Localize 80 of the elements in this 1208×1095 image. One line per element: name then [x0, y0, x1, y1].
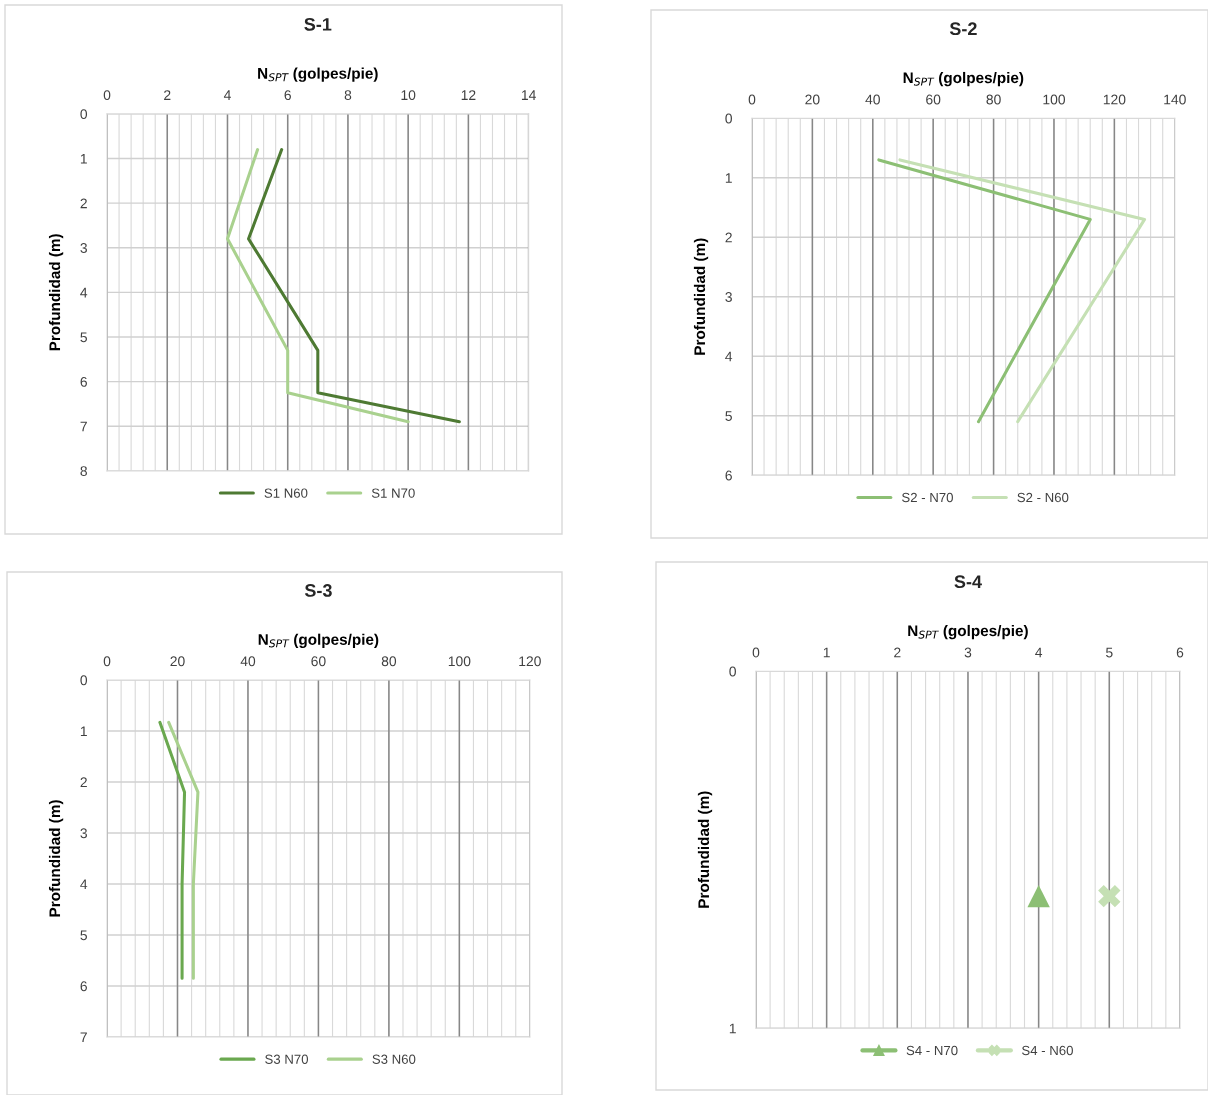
y-tick-label: 0: [729, 666, 736, 677]
x-tick-label: 40: [865, 94, 880, 105]
y-tick-label: 7: [80, 1032, 87, 1042]
chart-title: S-1: [304, 17, 332, 31]
y-tick-label: 2: [725, 232, 732, 243]
y-axis-title: Profundidad (m): [48, 800, 64, 917]
x-tick-label: 6: [1176, 647, 1184, 658]
legend-label: S3 N70: [265, 1054, 309, 1064]
x-tick-label: 80: [381, 656, 397, 667]
y-tick-label: 1: [729, 1023, 736, 1034]
y-tick-label: 6: [725, 470, 732, 481]
legend-label: S2 - N60: [1017, 492, 1069, 503]
line-series: [158, 720, 187, 980]
chart-title: S-4: [954, 575, 982, 589]
y-tick-label: 3: [80, 828, 87, 839]
y-tick-label: 0: [80, 109, 88, 120]
legend-label: S4 - N60: [1022, 1045, 1073, 1056]
y-axis-title: Profundidad (m): [697, 791, 713, 908]
x-axis-title: N$_{SPT}$ (golpes/pie): [903, 71, 1024, 87]
y-tick-label: 0: [725, 113, 732, 124]
x-tick-label: 60: [311, 656, 326, 667]
x-tick-label: 2: [894, 647, 901, 658]
chart-title: S-2: [949, 22, 977, 36]
y-tick-label: 4: [725, 351, 733, 362]
x-tick-label: 4: [223, 90, 231, 100]
y-tick-label: 8: [80, 466, 87, 477]
x-tick-label: 20: [805, 94, 820, 105]
x-axis-title: N$_{SPT}$ (golpes/pie): [258, 67, 378, 82]
x-tick-label: 10: [401, 90, 416, 101]
x-tick-label: 0: [103, 90, 111, 101]
x-tick-label: 2: [164, 90, 171, 100]
x-tick-label: 3: [964, 647, 972, 658]
legend-label: S3 N60: [372, 1054, 416, 1064]
y-axis-title: Profundidad (m): [693, 238, 709, 355]
y-axis-title: Profundidad (m): [48, 234, 64, 351]
line-series: [247, 148, 461, 424]
legend-label: S4 - N70: [906, 1045, 958, 1056]
legend-label: S1 N70: [371, 488, 415, 498]
x-tick-label: 20: [170, 656, 185, 667]
legend-label: S1 N60: [264, 488, 308, 498]
x-tick-label: 120: [1103, 94, 1126, 105]
y-tick-label: 7: [80, 421, 87, 432]
line-series: [167, 720, 200, 980]
y-tick-label: 5: [725, 411, 732, 421]
x-tick-label: 1: [823, 647, 830, 658]
x-axis-title: N$_{SPT}$ (golpes/pie): [258, 633, 379, 648]
y-tick-label: 1: [80, 153, 87, 164]
chart-title: S-3: [304, 584, 332, 597]
x-tick-label: 140: [1164, 94, 1186, 105]
y-tick-label: 6: [80, 981, 87, 992]
x-tick-label: 120: [519, 656, 541, 667]
y-tick-label: 5: [80, 332, 87, 343]
x-tick-label: 0: [752, 647, 760, 658]
x-tick-label: 12: [461, 90, 476, 100]
y-tick-label: 6: [80, 376, 87, 387]
y-tick-label: 2: [80, 777, 87, 788]
y-tick-label: 0: [80, 675, 88, 686]
y-tick-label: 3: [80, 243, 87, 253]
x-tick-label: 100: [1043, 94, 1066, 105]
y-tick-label: 4: [80, 879, 88, 890]
x-tick-label: 6: [284, 90, 291, 101]
x-tick-label: 80: [986, 94, 1001, 105]
x-tick-label: 4: [1035, 647, 1043, 658]
y-tick-label: 3: [725, 292, 732, 302]
x-axis-title: N$_{SPT}$ (golpes/pie): [908, 624, 1028, 640]
y-tick-label: 4: [80, 287, 88, 298]
y-tick-label: 1: [725, 173, 732, 183]
y-tick-label: 5: [80, 930, 87, 941]
line-series: [225, 148, 410, 424]
x-tick-label: 0: [103, 656, 111, 667]
y-tick-label: 2: [80, 198, 87, 209]
x-tick-label: 40: [240, 656, 256, 667]
y-tick-label: 1: [80, 726, 87, 737]
x-tick-label: 14: [521, 90, 536, 100]
x-tick-label: 8: [344, 90, 352, 101]
legend-label: S2 - N70: [902, 492, 953, 503]
x-tick-label: 0: [748, 94, 756, 105]
x-tick-label: 5: [1106, 647, 1113, 658]
x-tick-label: 100: [448, 656, 471, 667]
x-tick-label: 60: [926, 94, 941, 105]
